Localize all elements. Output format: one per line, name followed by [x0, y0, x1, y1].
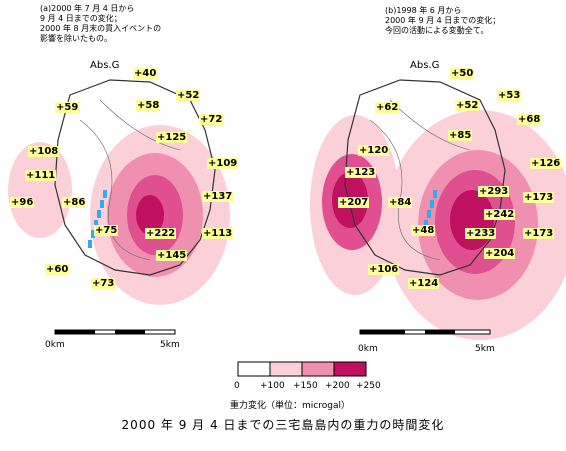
panel-b-value-label: +68: [517, 114, 542, 125]
scale-b-left: 0km: [358, 344, 378, 354]
panel-a-value-label: +111: [25, 170, 57, 181]
panel-b-abs-label: Abs.G: [410, 60, 440, 71]
panel-a-value-label: +222: [145, 228, 177, 239]
panel-b-value-label: +173: [523, 228, 555, 239]
panel-b-value-label: +50: [450, 68, 475, 79]
scale-a-left: 0km: [45, 340, 65, 350]
panel-a-value-label: +86: [62, 197, 87, 208]
panel-b-value-label: +124: [408, 278, 440, 289]
panel-a-value-label: +145: [156, 250, 188, 261]
panel-b-value-label: +85: [448, 130, 473, 141]
panel-a-abs-label: Abs.G: [90, 60, 120, 71]
panel-b-value-label: +48: [411, 225, 436, 236]
panel-b-value-label: +120: [358, 145, 390, 156]
legend-title: 重力変化（単位：microgal）: [230, 401, 350, 411]
panel-b-value-label: +204: [484, 248, 516, 259]
panel-a-value-label: +52: [176, 90, 201, 101]
panel-a-value-label: +113: [202, 228, 234, 239]
legend-tick: +100: [260, 381, 285, 391]
panel-a-value-label: +59: [55, 102, 80, 113]
scale-bar-a: [54, 329, 176, 335]
panel-a-caption: (a)2000 年 7 月 4 日から 9 月 4 日までの変化； 2000 年…: [40, 4, 162, 43]
scale-b-right: 5km: [475, 344, 495, 354]
legend-bar: [237, 361, 367, 377]
panel-b-contours: [310, 110, 566, 340]
legend-tick: +200: [325, 381, 350, 391]
panel-a-island-outline: [54, 79, 216, 276]
panel-b-value-label: +106: [368, 264, 400, 275]
panel-b-value-label: +126: [530, 158, 562, 169]
panel-b-value-label: +207: [338, 197, 370, 208]
panel-a-value-label: +125: [156, 132, 188, 143]
panel-a-contours: [8, 125, 230, 305]
fissure-markers: [88, 190, 437, 248]
panel-a-value-label: +72: [199, 114, 224, 125]
scale-a-right: 5km: [160, 340, 180, 350]
panel-b-caption: (b)1998 年 6 月から 2000 年 9 月 4 日までの変化； 今回の…: [385, 6, 501, 35]
legend-tick: +250: [356, 381, 381, 391]
panel-a-value-label: +58: [136, 100, 161, 111]
panel-a-value-label: +137: [202, 191, 234, 202]
panel-b-value-label: +84: [388, 197, 413, 208]
panel-b-value-label: +62: [375, 102, 400, 113]
figure-title: 2000 年 9 月 4 日までの三宅島島内の重力の時間変化: [121, 418, 445, 432]
panel-b-value-label: +53: [497, 90, 522, 101]
panel-b-value-label: +173: [523, 192, 555, 203]
panel-a-value-label: +109: [207, 158, 239, 169]
panel-b-value-label: +242: [484, 209, 516, 220]
legend-tick: 0: [234, 381, 240, 391]
panel-b-value-label: +123: [345, 167, 377, 178]
panel-b-value-label: +233: [465, 228, 497, 239]
panel-a-value-label: +96: [10, 197, 35, 208]
panel-b-value-label: +52: [455, 100, 480, 111]
panel-a-value-label: +73: [91, 278, 116, 289]
panel-a-value-label: +60: [45, 264, 70, 275]
panel-a-value-label: +75: [94, 225, 119, 236]
panel-a-value-label: +108: [28, 146, 60, 157]
legend-tick: +150: [293, 381, 318, 391]
panel-a-value-label: +40: [133, 68, 158, 79]
scale-bar-b: [359, 329, 491, 335]
panel-b-value-label: +293: [478, 186, 510, 197]
